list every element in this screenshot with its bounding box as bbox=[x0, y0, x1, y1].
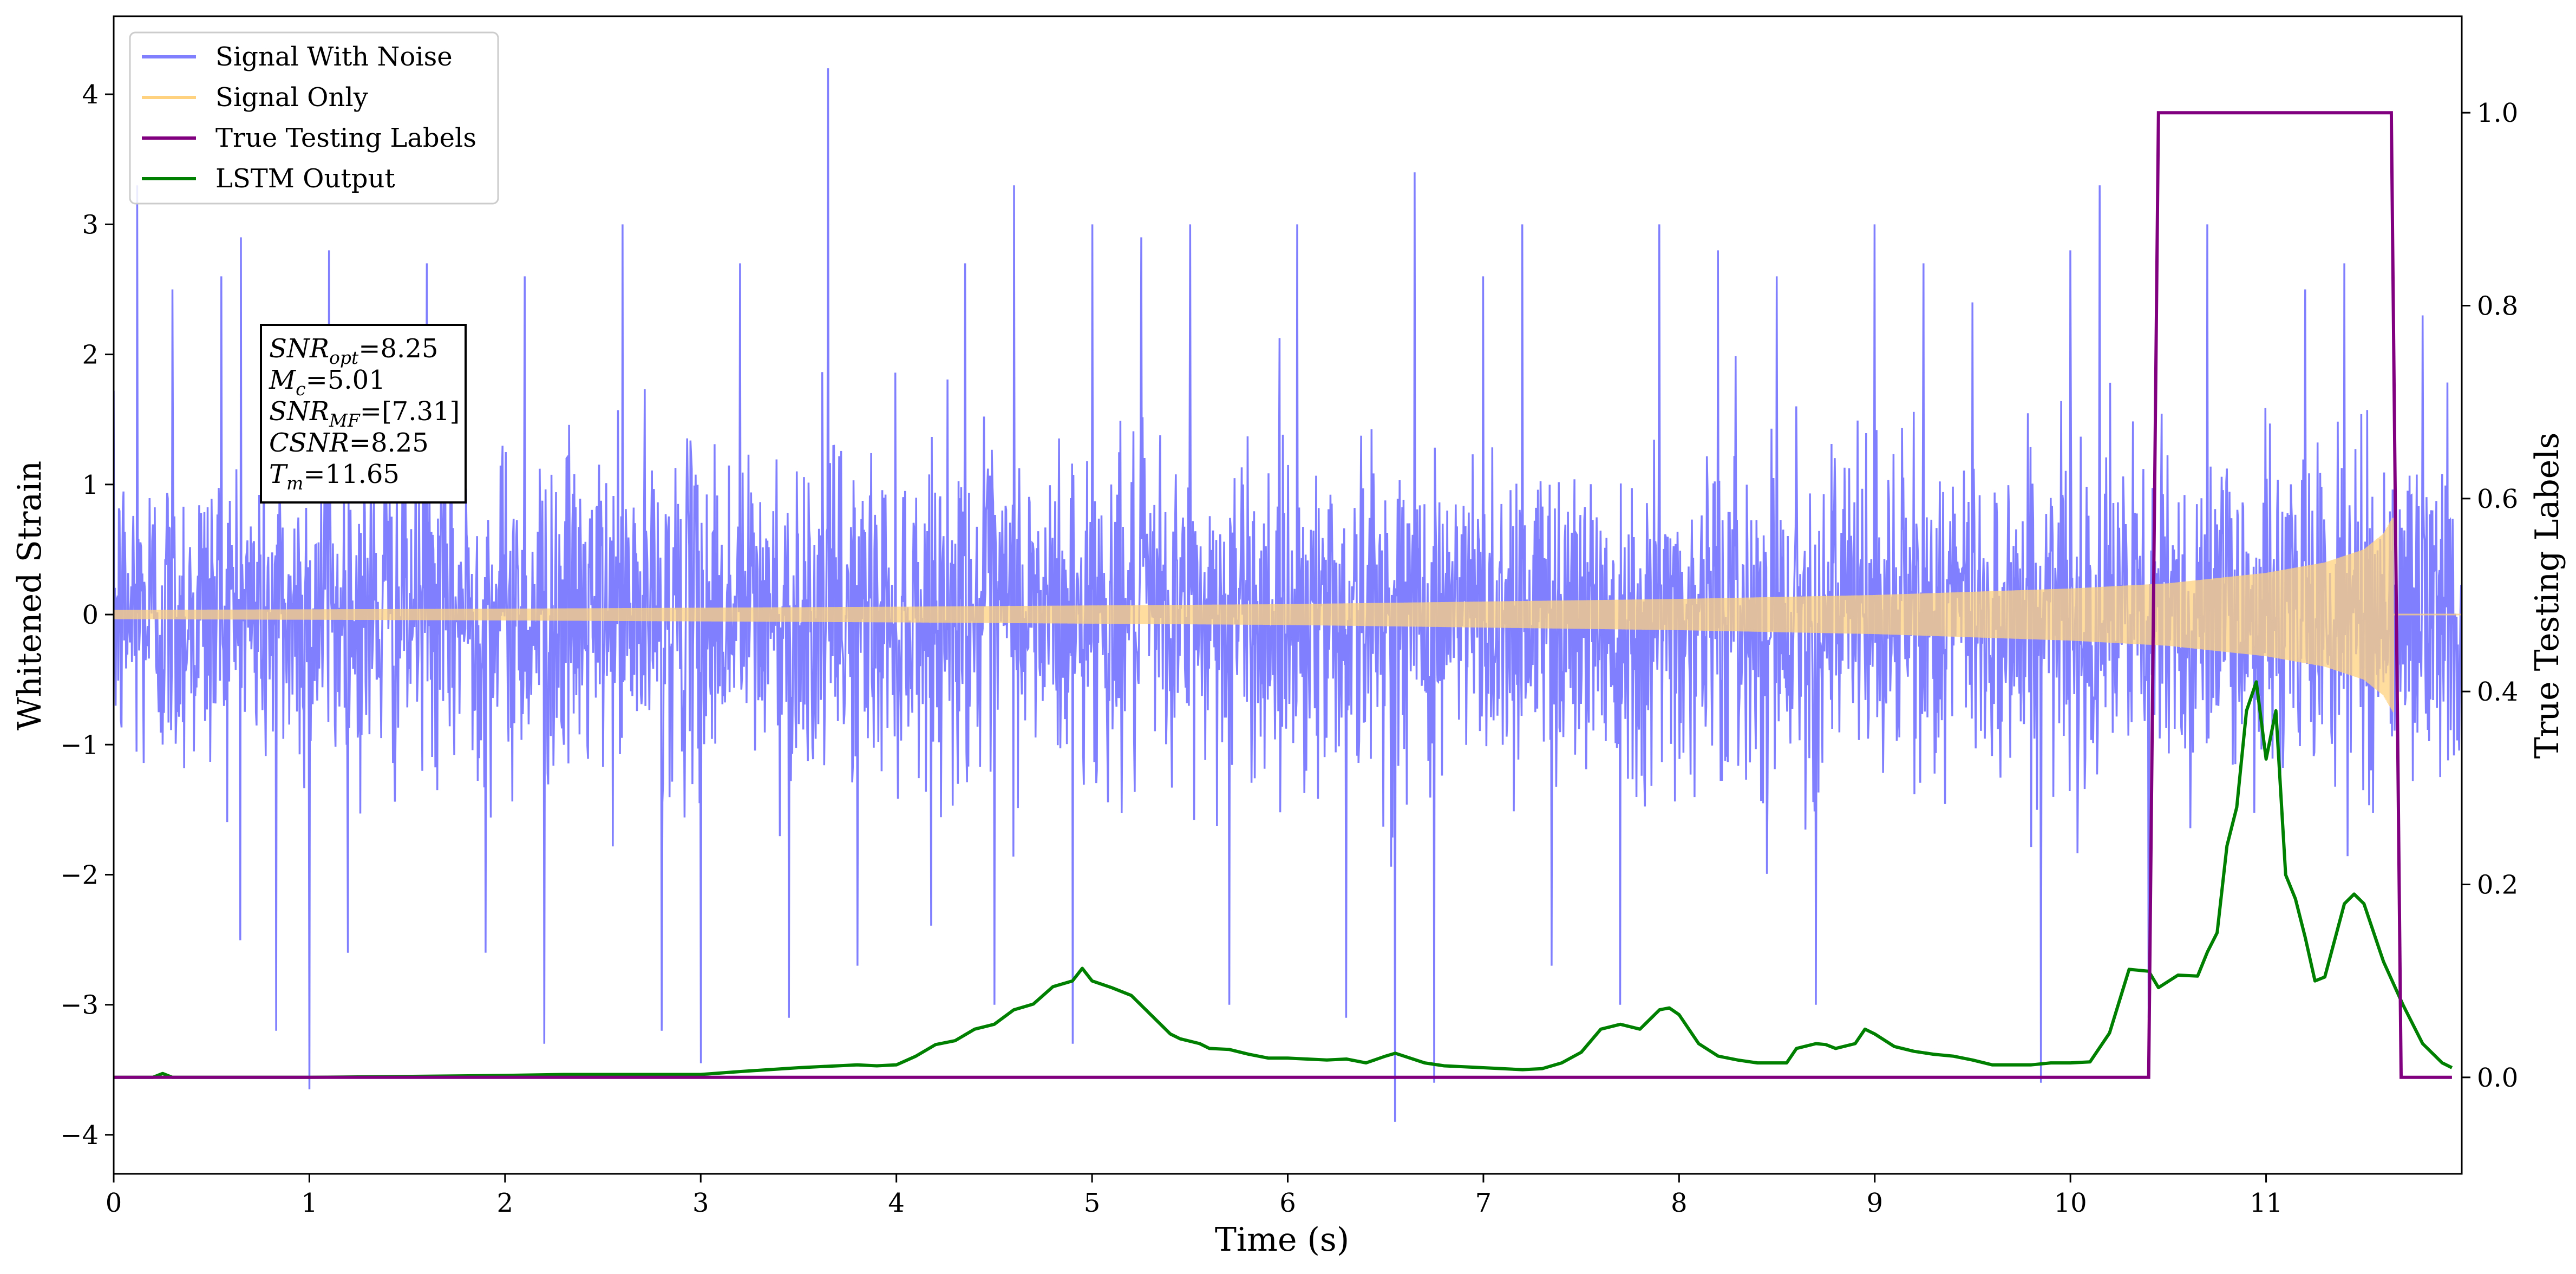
legend-label: Signal Only bbox=[215, 82, 368, 113]
parameter-line: CSNR=8.25 bbox=[269, 428, 429, 458]
y-axis-right: 1.0 0.8 0.6 0.4 0.2 0.0 bbox=[2462, 98, 2518, 1093]
parameter-symbol: T bbox=[269, 459, 288, 489]
parameter-subscript: MF bbox=[329, 410, 361, 431]
parameter-subscript: c bbox=[296, 378, 305, 400]
y-tick-label: 1 bbox=[82, 470, 99, 500]
y-tick-label: 0 bbox=[82, 600, 99, 630]
x-tick-label: 9 bbox=[1866, 1188, 1883, 1218]
parameter-line: SNRMF=[7.31] bbox=[269, 396, 460, 431]
series-lstm-output bbox=[114, 680, 2453, 1079]
parameter-value: =5.01 bbox=[306, 365, 385, 395]
y-right-tick-label: 0.2 bbox=[2477, 870, 2518, 900]
series-true-testing-labels bbox=[114, 111, 2452, 1079]
parameter-subscript: opt bbox=[329, 347, 359, 368]
x-tick-label: 10 bbox=[2054, 1188, 2087, 1218]
x-tick-label: 11 bbox=[2250, 1188, 2283, 1218]
parameter-value: =8.25 bbox=[349, 428, 429, 458]
parameter-value: =8.25 bbox=[358, 334, 438, 364]
y-axis-left: 4 3 2 1 0 −1 −2 −3 −4 bbox=[60, 80, 114, 1151]
y-right-tick-label: 0.8 bbox=[2477, 291, 2518, 322]
x-tick-label: 8 bbox=[1671, 1188, 1688, 1218]
y-tick-label: −1 bbox=[60, 730, 99, 760]
x-tick-label: 4 bbox=[888, 1188, 905, 1218]
x-tick-label: 2 bbox=[497, 1188, 514, 1218]
parameter-symbol: SNR bbox=[269, 334, 329, 364]
y-axis-label-right: True Testing Labels bbox=[2528, 433, 2566, 759]
parameter-box-frame bbox=[260, 324, 467, 504]
x-tick-label: 6 bbox=[1279, 1188, 1296, 1218]
parameter-line: SNRopt=8.25 bbox=[269, 334, 438, 368]
legend-label: LSTM Output bbox=[215, 164, 395, 194]
series-signal-with-noise bbox=[114, 68, 2462, 1122]
y-right-tick-label: 0.0 bbox=[2477, 1063, 2518, 1093]
y-tick-label: 2 bbox=[82, 340, 99, 370]
y-tick-label: −2 bbox=[60, 860, 99, 890]
y-tick-label: −4 bbox=[60, 1120, 99, 1151]
x-tick-label: 7 bbox=[1475, 1188, 1492, 1218]
legend-box bbox=[129, 31, 499, 205]
y-axis-label-left: Whitened Strain bbox=[11, 461, 49, 730]
x-tick-label: 5 bbox=[1084, 1188, 1101, 1218]
y-right-tick-label: 0.6 bbox=[2477, 484, 2518, 514]
parameter-line: Tm=11.65 bbox=[269, 459, 400, 494]
parameter-line: Mc=5.01 bbox=[269, 365, 385, 400]
x-tick-label: 1 bbox=[301, 1188, 318, 1218]
y-tick-label: 3 bbox=[82, 210, 99, 240]
parameter-value: =11.65 bbox=[303, 459, 400, 489]
parameter-value: =[7.31] bbox=[360, 396, 460, 427]
parameter-symbol: M bbox=[269, 365, 297, 395]
y-right-tick-label: 1.0 bbox=[2477, 98, 2518, 128]
parameter-subscript: m bbox=[286, 473, 303, 494]
x-tick-label: 3 bbox=[692, 1188, 709, 1218]
x-axis-label: Time (s) bbox=[1215, 1221, 1349, 1259]
legend-label: Signal With Noise bbox=[215, 42, 453, 72]
y-tick-label: −3 bbox=[60, 990, 99, 1021]
x-tick-label: 0 bbox=[106, 1188, 122, 1218]
x-axis: 0 1 2 3 4 5 6 7 8 9 10 11 bbox=[106, 1174, 2283, 1218]
legend: Signal With Noise Signal Only True Testing… bbox=[129, 31, 499, 205]
y-right-tick-label: 0.4 bbox=[2477, 677, 2518, 707]
y-tick-label: 4 bbox=[82, 80, 99, 110]
parameter-symbol: SNR bbox=[269, 396, 329, 427]
parameter-symbol: CSNR bbox=[269, 428, 349, 458]
legend-label: True Testing Labels bbox=[215, 123, 476, 153]
series-signal-only bbox=[114, 518, 2462, 713]
parameter-box: SNRopt=8.25Mc=5.01SNRMF=[7.31]CSNR=8.25T… bbox=[260, 324, 467, 504]
